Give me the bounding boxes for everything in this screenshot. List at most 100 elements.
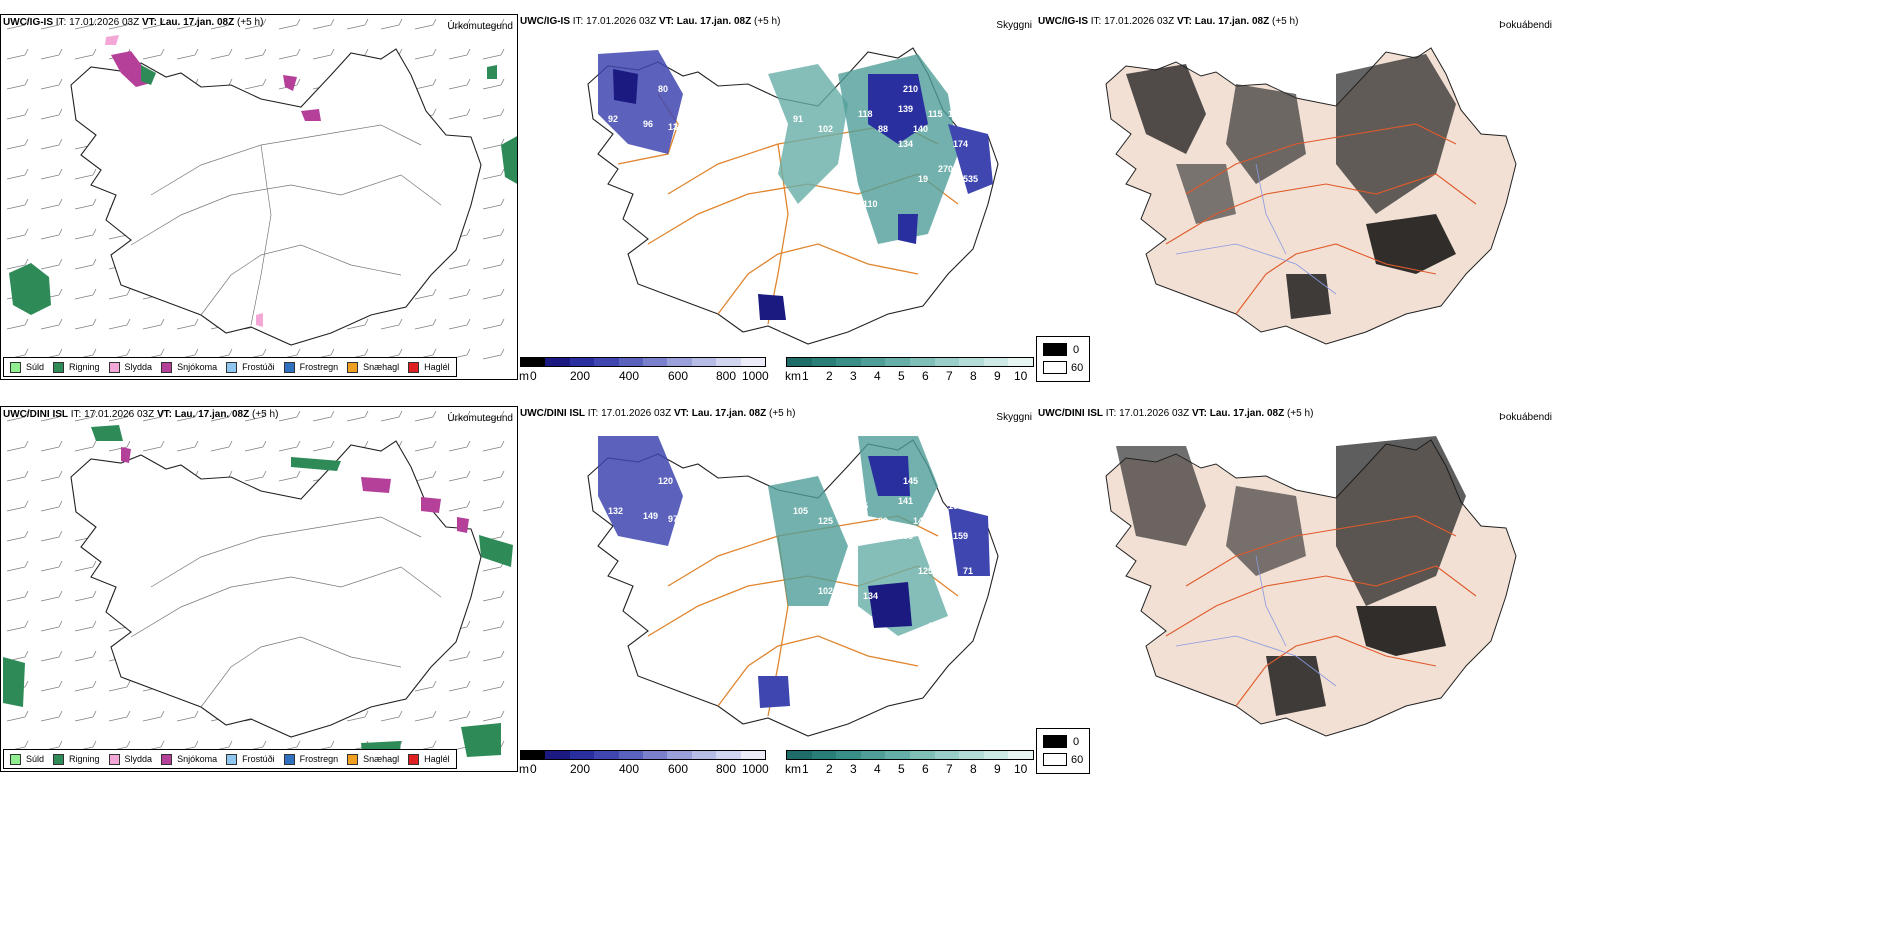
- cloud-top-map-1: [587, 47, 999, 345]
- panel-title-cloud-top-2: Skyggni: [996, 412, 1032, 423]
- precip-max-label: 147: [913, 516, 929, 526]
- fog-panel-1: UWC/IG-IS IT: 17.01.2026 03Z VT: Lau. 17…: [1036, 14, 1556, 380]
- fog-blobs: [1116, 436, 1466, 716]
- legend-swatch-frostregn: [283, 361, 295, 373]
- rivers: [1175, 555, 1337, 687]
- precip-type-panel-1: UWC/IG-IS IT: 17.01.2026 03Z VT: Lau. 17…: [0, 14, 518, 380]
- road-network: [1165, 123, 1477, 315]
- precip-max-label: 71: [963, 566, 974, 576]
- fog-panel-2: UWC/DINI ISL IT: 17.01.2026 03Z VT: Lau.…: [1036, 406, 1556, 772]
- precip-max-label: 105: [928, 229, 944, 239]
- precip-max-label: 118: [858, 109, 873, 119]
- precip-max-label: 140: [913, 124, 929, 134]
- precip-type-legend-2: Súld Rigning Slydda Snjókoma Frostúði Fr…: [3, 749, 457, 769]
- precip-max-label: 91: [793, 114, 804, 124]
- precip-max-label: 102: [818, 586, 834, 596]
- model-name: UWC/IG-IS: [3, 17, 53, 28]
- precip-max-label: 102: [818, 124, 834, 134]
- precip-type-legend: Súld Rigning Slydda Snjókoma Frostúði Fr…: [3, 357, 457, 377]
- cloud-top-map-2: [587, 436, 999, 737]
- legend-swatch-snaehagl: [347, 361, 359, 373]
- precip-max-label: 134: [863, 591, 879, 601]
- panel-header-2c: UWC/DINI ISL IT: 17.01.2026 03Z VT: Lau.…: [1038, 408, 1314, 419]
- precip-max-label: 158: [928, 501, 944, 511]
- precip-max-label: 125: [818, 516, 834, 526]
- panel-header-2: UWC/DINI ISL IT: 17.01.2026 03Z VT: Lau.…: [3, 409, 279, 420]
- precip-max-label: 96: [643, 119, 654, 129]
- precip-max-label: 12: [878, 646, 889, 656]
- precip-max-label: 68: [928, 621, 939, 631]
- road-network: [1165, 515, 1477, 707]
- panel-title-fog: Þokuábendi: [1499, 20, 1552, 31]
- precip-max-label: 46: [878, 254, 889, 264]
- colorbar-km-bar: [786, 357, 1034, 367]
- fog-map-1: [1105, 47, 1517, 345]
- precip-max-label: 97: [668, 514, 679, 524]
- precip-max-label: 139: [898, 104, 914, 114]
- precip-max-label: 174: [953, 139, 969, 149]
- vt-label: VT:: [141, 17, 157, 28]
- precip-max-label: 134: [898, 139, 914, 149]
- precip-max-label: 65: [858, 501, 869, 511]
- panel-title-cloud-top: Skyggni: [996, 20, 1032, 31]
- precip-max-label: 153: [898, 531, 914, 541]
- precip-max-label: 13: [668, 122, 679, 132]
- panel-header-1b: UWC/IG-IS IT: 17.01.2026 03Z VT: Lau. 17…: [520, 16, 781, 27]
- legend-swatch-sudld: [10, 361, 21, 373]
- precip-max-label: 88: [878, 124, 889, 134]
- legend-swatch-rigning: [53, 361, 65, 373]
- precip-max-label: 145: [903, 476, 919, 486]
- cloud-top-blobs: [598, 436, 990, 708]
- colorbar-height-2: m 0 200 400 600 800 1000: [519, 750, 769, 780]
- colorbar-km-2: km 1 2 3 4 5 6 7 8 9 10: [785, 750, 1034, 780]
- it-value: 17.01.2026 03Z: [69, 17, 140, 28]
- precip-max-label: 80: [658, 84, 669, 94]
- fog-map-2: [1105, 436, 1517, 737]
- cloud-top-panel-1: UWC/IG-IS IT: 17.01.2026 03Z VT: Lau. 17…: [518, 14, 1036, 380]
- fog-blobs: [1126, 54, 1456, 319]
- panel-header-1: UWC/IG-IS IT: 17.01.2026 03Z VT: Lau. 17…: [3, 17, 263, 28]
- fog-legend-2: 0 60: [1036, 728, 1090, 774]
- road-network: [130, 516, 442, 708]
- cloud-top-blobs: [598, 50, 993, 320]
- rivers: [1175, 163, 1337, 295]
- colorbar-height-bar: [520, 357, 766, 367]
- precip-max-label: 105: [793, 506, 809, 516]
- fog-legend-1: 0 60: [1036, 336, 1090, 382]
- panel-title-fog-2: Þokuábendi: [1499, 412, 1552, 423]
- panel-header-1c: UWC/IG-IS IT: 17.01.2026 03Z VT: Lau. 17…: [1038, 16, 1299, 27]
- precip-max-label: 159: [953, 531, 969, 541]
- precip-max-label: 58: [780, 324, 791, 334]
- fog-legend-swatch-high: [1043, 343, 1067, 356]
- precip-type-map-1: [1, 15, 517, 379]
- cloud-top-panel-2: UWC/DINI ISL IT: 17.01.2026 03Z VT: Lau.…: [518, 406, 1036, 772]
- colorbar-km-unit: km: [785, 369, 801, 383]
- precip-max-label: 125: [918, 566, 934, 576]
- precip-max-label: 144: [818, 194, 834, 204]
- precip-max-label: 93: [678, 134, 689, 144]
- precip-max-label: 103: [678, 526, 694, 536]
- precip-max-label: 63: [693, 189, 704, 199]
- colorbar-height-unit: m: [519, 369, 529, 383]
- precip-max-label: 131: [948, 109, 964, 119]
- precip-max-label: 336: [938, 556, 954, 566]
- precip-max-label: 210: [903, 84, 919, 94]
- vt-value: Lau. 17.jan. 08Z: [159, 17, 235, 28]
- precip-max-label: 106: [948, 501, 964, 511]
- panel-title-precip-type-2: Úrkomutegund: [447, 413, 513, 424]
- precip-max-label: 535: [963, 174, 979, 184]
- precip-max-label: 132: [608, 506, 624, 516]
- colorbar-km-1: km 1 2 3 4 5 6 7 8 9 10: [785, 357, 1034, 387]
- precip-max-label: 110: [863, 199, 878, 209]
- precip-type-map-2: [1, 407, 517, 771]
- precip-max-label: 270: [938, 164, 954, 174]
- iceland-outline: [70, 48, 482, 346]
- legend-swatch-hagel: [408, 361, 420, 373]
- precip-max-label: 87: [693, 581, 704, 591]
- fog-legend-swatch-low: [1043, 361, 1067, 374]
- precip-max-label: 120: [658, 476, 674, 486]
- precip-max-label: 149: [643, 511, 659, 521]
- precip-max-label: 89: [878, 516, 889, 526]
- legend-swatch-slydda: [108, 361, 120, 373]
- road-network: [130, 124, 442, 326]
